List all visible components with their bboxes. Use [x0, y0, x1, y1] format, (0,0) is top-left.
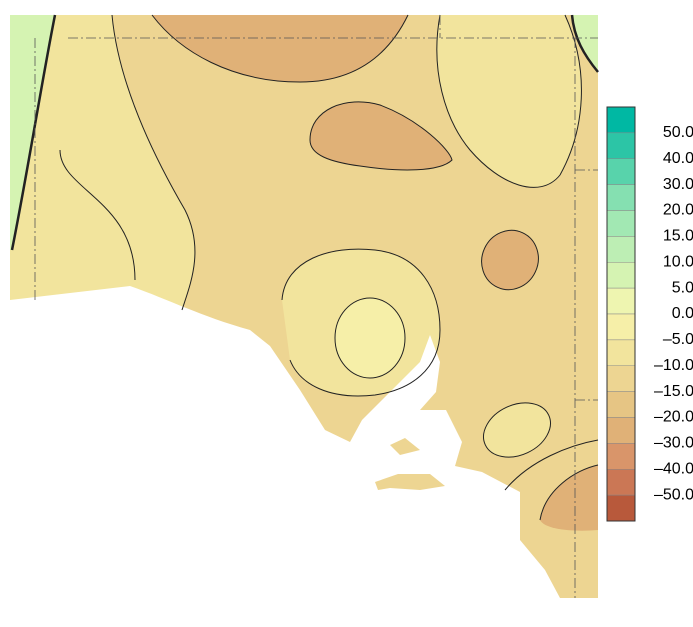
region — [152, 15, 408, 82]
legend-swatch — [606, 391, 636, 418]
contour — [59, 149, 136, 281]
region — [481, 230, 539, 290]
region — [540, 465, 598, 531]
legend-label: –20.0 — [654, 409, 693, 426]
legend-label: 15.0 — [663, 228, 693, 245]
legend-swatch — [606, 158, 636, 185]
legend-label: 20.0 — [663, 202, 693, 219]
region — [572, 15, 598, 72]
legend-swatch — [606, 287, 636, 315]
legend-swatch — [606, 132, 636, 159]
contour — [539, 464, 599, 521]
region — [335, 298, 405, 378]
region — [310, 101, 452, 170]
contour — [151, 14, 409, 83]
contour — [504, 439, 599, 491]
legend-swatch — [606, 106, 636, 134]
legend-swatch — [606, 184, 636, 211]
legend-swatch — [606, 417, 636, 444]
legend: 50.0 40.0 30.0 20.0 15.0 10.0 5.0 0.0 –5.0 –10.0 –… — [606, 106, 693, 522]
legend-swatch — [606, 443, 636, 470]
island — [375, 474, 445, 490]
legend-label: –5.0 — [663, 331, 693, 348]
legend-label: 10.0 — [663, 253, 693, 270]
contour — [111, 14, 196, 311]
legend-swatch — [606, 262, 636, 289]
legend-label: 5.0 — [672, 279, 693, 296]
map — [10, 14, 599, 598]
region — [10, 15, 195, 310]
contour — [334, 297, 406, 379]
contour — [570, 14, 599, 73]
contour — [281, 248, 441, 397]
border — [34, 15, 598, 598]
contour — [436, 14, 582, 188]
legend-swatch — [606, 365, 636, 392]
legend-frame — [606, 106, 636, 522]
legend-label: 40.0 — [663, 150, 693, 167]
contour — [10, 14, 57, 251]
legend-label: 30.0 — [663, 176, 693, 193]
legend-label: 0.0 — [672, 305, 693, 322]
legend-label: –10.0 — [654, 357, 693, 374]
island — [390, 438, 420, 455]
legend-swatch — [606, 494, 636, 522]
legend-label: 50.0 — [663, 124, 693, 141]
contour — [481, 229, 539, 291]
contour — [483, 402, 551, 458]
contour — [309, 101, 453, 171]
legend-swatch — [606, 236, 636, 263]
legend-label: –30.0 — [654, 435, 693, 452]
legend-label: –40.0 — [654, 460, 693, 477]
region — [436, 15, 582, 188]
legend-swatch — [606, 469, 636, 496]
legend-swatch — [606, 210, 636, 237]
legend-label: –15.0 — [654, 383, 693, 400]
legend-label: –50.0 — [654, 486, 693, 503]
sea — [10, 286, 560, 598]
legend-swatch — [606, 313, 636, 341]
region — [483, 402, 551, 458]
legend-swatch — [606, 339, 636, 366]
